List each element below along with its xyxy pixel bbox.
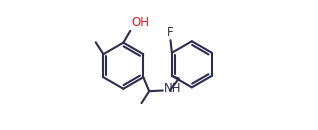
Text: F: F [167,26,174,39]
Text: OH: OH [131,16,149,29]
Text: NH: NH [164,82,181,95]
